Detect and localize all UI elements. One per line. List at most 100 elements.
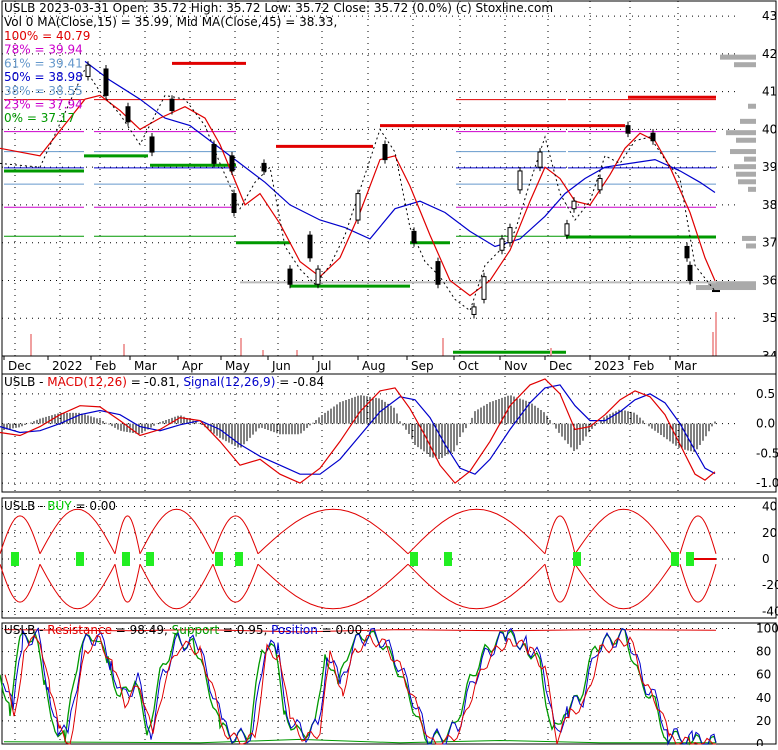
buy-y-tick-0: 40 <box>762 500 777 514</box>
volume-profile-bar-6 <box>730 149 756 155</box>
buy-marker-4 <box>215 552 223 566</box>
buy-y-tick-4: -40 <box>762 604 778 618</box>
stoch-red-line <box>4 634 716 745</box>
x-tick-label-3: Mar <box>134 359 157 373</box>
candle-body-14 <box>411 230 417 244</box>
volume-profile-bar-3 <box>740 118 756 124</box>
volume-bar-1 <box>123 344 125 356</box>
candle-body-17 <box>481 276 487 300</box>
buy-marker-5 <box>235 552 243 566</box>
buy-envelope-lower-5 <box>257 563 409 610</box>
x-tick-label-6: Jun <box>271 359 291 373</box>
buy-envelope-lower-7 <box>544 564 576 603</box>
price-y-tick-42: 42 <box>762 47 777 61</box>
buy-envelope-upper-9 <box>679 515 717 554</box>
volume-profile-bar-9 <box>736 171 756 177</box>
volume-profile-bar-11 <box>748 186 756 192</box>
candle-body-3 <box>149 136 155 153</box>
fib-label-50pct: 50% = 38.98 <box>4 70 83 84</box>
buy-envelope-upper-4 <box>212 515 259 554</box>
volume-profile-bar-0 <box>720 54 756 60</box>
fib-label-0pct: 0% = 37.17 <box>4 111 75 125</box>
date-axis: Dec 2022 Feb Mar Apr May Jun Jul Aug Sep Oct Nov Dec… <box>3 356 697 373</box>
stoch-panel-title: USLB - Resistance = 98.49, Support = 0.9… <box>4 623 362 637</box>
volume-profile-bar-2 <box>748 103 756 109</box>
stoch-y-tick-0: 100 <box>756 621 778 635</box>
candle-body-12 <box>355 193 361 221</box>
price-series-lines <box>0 60 716 312</box>
volume-profile-bar-15 <box>696 285 756 291</box>
macd-y-tick-0: 0.5 <box>756 387 775 401</box>
macd-histogram <box>3 395 716 460</box>
fib-label-78pct: 78% = 39.94 <box>4 43 83 57</box>
volume-profile-bar-12 <box>742 235 756 241</box>
buy-envelope-upper-3 <box>139 508 214 555</box>
price-y-tick-39: 39 <box>762 160 777 174</box>
candle-body-9 <box>287 268 293 285</box>
candle-body-19 <box>507 227 513 244</box>
ma-line-text: Vol 0 MA(Close,15) = 35.99, Mid MA(Close… <box>4 15 337 29</box>
candle-body-27 <box>684 245 690 259</box>
candle-body-1 <box>103 68 109 96</box>
buy-y-tick-1: 20 <box>762 526 777 540</box>
buy-y-tick-3: -20 <box>762 578 778 592</box>
candle-body-2 <box>125 106 131 123</box>
candle-body-7 <box>231 193 237 213</box>
price-y-tick-43: 43 <box>762 9 777 23</box>
candle-body-25 <box>625 125 631 134</box>
volume-bar-0 <box>30 334 32 356</box>
date-axis-strip <box>1 355 777 375</box>
buy-marker-2 <box>122 552 130 566</box>
price-y-tick-40: 40 <box>762 122 777 136</box>
stoch-lines <box>0 627 717 746</box>
candle-body-26 <box>650 132 656 142</box>
candle-body-5 <box>211 144 217 164</box>
candle-body-13 <box>382 144 388 161</box>
volume-bars <box>30 312 717 356</box>
volume-bar-2 <box>240 338 242 356</box>
buy-y-tick-labels: 40 20 0 -20 -40 <box>762 500 778 619</box>
buy-envelope-upper-0 <box>0 515 41 554</box>
volume-bar-3 <box>262 350 264 356</box>
x-tick-label-10: Oct <box>458 359 479 373</box>
buy-envelope-upper-8 <box>574 508 673 555</box>
volume-profile-bar-13 <box>746 243 756 249</box>
x-tick-label-7: Jul <box>316 359 331 373</box>
buy-envelope-lines <box>0 508 717 610</box>
x-tick-label-2: Feb <box>95 359 116 373</box>
candle-body-18 <box>499 238 505 251</box>
fib-label-61pct: 61% = 39.41 <box>4 56 83 70</box>
volume-profile-bar-4 <box>726 130 756 136</box>
buy-envelope-lower-4 <box>212 564 259 603</box>
stoch-y-tick-labels: 100 80 60 40 20 0 <box>756 621 778 750</box>
volume-profile-bar-8 <box>734 164 756 170</box>
ma45-line <box>84 60 716 248</box>
fib-level-lines <box>4 99 716 237</box>
stoch-y-tick-2: 60 <box>756 668 771 682</box>
signal-line <box>0 384 716 475</box>
buy-marker-0 <box>11 552 19 566</box>
candle-body-0 <box>85 64 91 78</box>
macd-y-tick-2: -0.5 <box>756 446 778 460</box>
close-price-trace <box>0 67 716 312</box>
buy-envelope-lower-8 <box>574 563 673 610</box>
x-tick-label-14: Feb <box>633 359 654 373</box>
buy-marker-9 <box>671 552 679 566</box>
buy-envelope-lower-3 <box>139 563 214 610</box>
price-panel-title: USLB 2023-03-31 Open: 35.72 High: 35.72 … <box>4 1 553 15</box>
buy-marker-10 <box>686 552 694 566</box>
buy-envelope-upper-1 <box>39 508 116 555</box>
price-y-tick-35: 35 <box>762 311 777 325</box>
volume-profile-bar-10 <box>738 179 756 185</box>
buy-panel-frame <box>1 497 777 619</box>
buy-envelope-lower-6 <box>407 563 546 610</box>
buy-envelope-upper-7 <box>544 515 576 554</box>
macd-panel-title: USLB - MACD(12,26) = -0.81, Signal(12,26… <box>4 375 324 389</box>
fib-label-23pct: 23% = 37.94 <box>4 98 83 112</box>
buy-envelope-lower-0 <box>0 564 41 603</box>
volume-bar-8 <box>715 312 717 356</box>
stoch-y-tick-4: 20 <box>756 714 771 728</box>
x-tick-label-12: Dec <box>549 359 572 373</box>
